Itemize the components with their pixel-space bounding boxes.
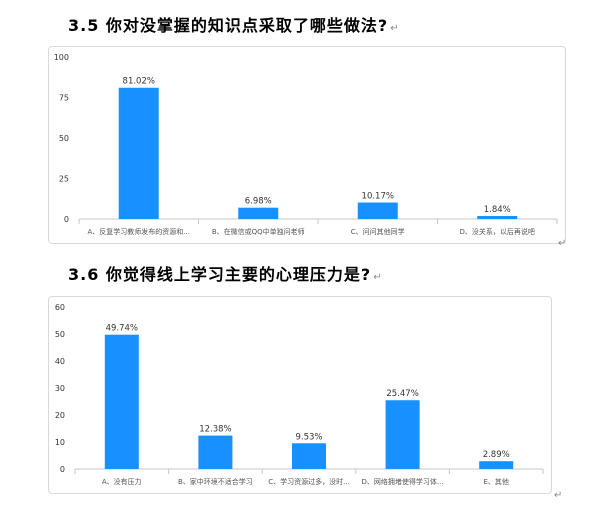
y-tick-label: 50 [59, 134, 69, 143]
bar [104, 334, 139, 469]
x-tick-label: C、学习资源过多，没时... [268, 477, 350, 486]
bar [385, 400, 420, 469]
x-tick-label: E、其他 [483, 477, 508, 486]
bar [238, 207, 279, 219]
data-label: 9.53% [295, 432, 322, 442]
data-label: 6.98% [245, 197, 272, 207]
x-tick-label: D、没关系，以后再说吧 [460, 227, 535, 236]
paragraph-mark-icon: ↵ [390, 23, 400, 34]
y-tick-label: 40 [55, 357, 65, 366]
x-tick-label: C、问问其他同学 [351, 227, 405, 236]
y-tick-label: 25 [59, 175, 69, 184]
section-36-title-text: 3.6 你觉得线上学习主要的心理压力是? [68, 265, 372, 284]
paragraph-mark-icon: ↵ [558, 238, 567, 249]
data-label: 12.38% [199, 425, 231, 435]
y-tick-label: 75 [59, 94, 69, 103]
paragraph-mark-icon: ↵ [554, 490, 563, 501]
chart-35-container: 0 25 50 75 100 81.02% A、反复学习教师发布的资源和... 6.98% B、… [48, 46, 566, 244]
data-label: 1.84% [484, 205, 511, 215]
section-35-title-text: 3.5 你对没掌握的知识点采取了哪些做法? [68, 16, 389, 35]
y-tick-label: 60 [55, 303, 65, 312]
chart-35: 0 25 50 75 100 81.02% A、反复学习教师发布的资源和... 6.98% B、… [54, 53, 558, 236]
y-tick-label: 100 [54, 53, 69, 62]
bar [198, 435, 233, 469]
y-tick-label: 0 [64, 215, 69, 224]
data-label: 25.47% [386, 389, 418, 399]
y-tick-label: 0 [60, 465, 65, 474]
bar [477, 216, 518, 219]
x-tick-label: A、反复学习教师发布的资源和... [88, 227, 190, 236]
data-label: 10.17% [362, 192, 394, 202]
bar [118, 87, 159, 219]
y-tick-label: 20 [55, 411, 65, 420]
y-tick-label: 50 [55, 330, 65, 339]
x-tick-label: B、在微信或QQ中单独问老师 [212, 227, 305, 236]
paragraph-mark-icon: ↵ [373, 272, 383, 283]
section-36-title: 3.6 你觉得线上学习主要的心理压力是? ↵ [68, 261, 383, 285]
x-tick-label: A、没有压力 [102, 477, 142, 486]
y-tick-label: 10 [55, 438, 65, 447]
y-tick-label: 30 [55, 384, 65, 393]
section-35-title: 3.5 你对没掌握的知识点采取了哪些做法? ↵ [68, 12, 400, 36]
data-label: 81.02% [123, 77, 155, 87]
chart-36: 0 10 20 30 40 50 60 49.74% A、没有压力 12.38% B、家中环境不适合… [55, 303, 544, 486]
chart-36-container: 0 10 20 30 40 50 60 49.74% A、没有压力 12.38% B、家中环境不适合… [48, 296, 552, 494]
x-tick-label: D、网络拥堵使得学习体... [362, 477, 444, 486]
bar [292, 443, 326, 469]
bar [357, 202, 398, 219]
data-label: 49.74% [106, 324, 138, 334]
bar [479, 461, 514, 469]
data-label: 2.89% [483, 450, 510, 460]
x-tick-label: B、家中环境不适合学习 [178, 477, 253, 486]
